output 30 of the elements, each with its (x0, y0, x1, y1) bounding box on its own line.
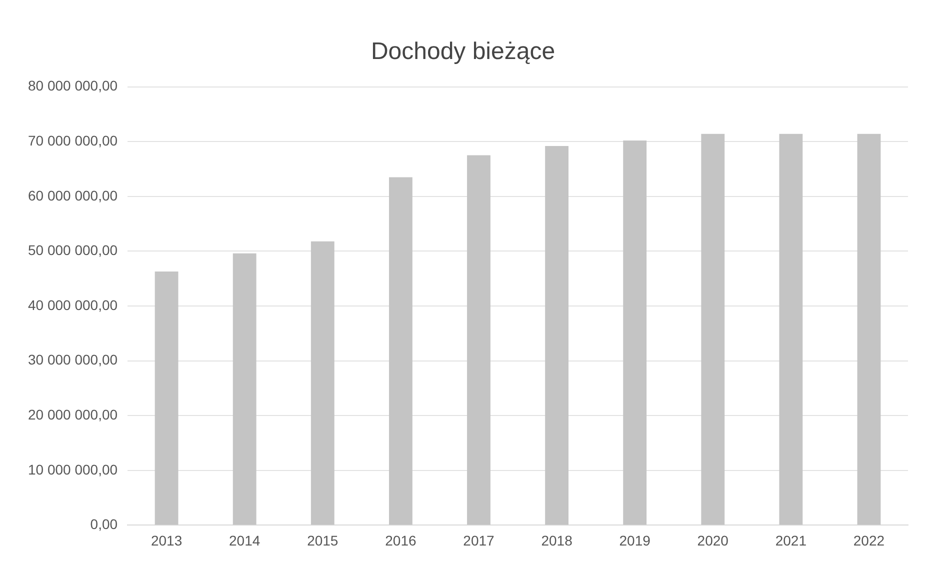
x-tick-label: 2019 (619, 532, 651, 548)
bar (779, 134, 803, 525)
bar (388, 177, 412, 525)
bar (232, 253, 256, 525)
x-tick-label: 2015 (307, 532, 338, 548)
x-tick-label: 2014 (229, 532, 260, 548)
x-tick-label: 2018 (541, 532, 573, 548)
bar (310, 241, 334, 525)
chart-title: Dochody bieżące (370, 38, 556, 66)
bar (545, 146, 568, 525)
y-tick-label: 80 000 000,00 (28, 78, 118, 94)
y-tick-label: 60 000 000,00 (28, 187, 118, 204)
bar (154, 271, 178, 525)
bar (701, 134, 725, 525)
y-tick-label: 0,00 (90, 516, 118, 532)
x-tick-label: 2022 (853, 532, 885, 548)
bar (857, 134, 881, 525)
y-tick-label: 10 000 000,00 (28, 461, 118, 478)
y-tick-label: 40 000 000,00 (28, 296, 118, 313)
y-tick-label: 30 000 000,00 (28, 352, 118, 368)
y-tick-label: 50 000 000,00 (28, 242, 118, 258)
x-tick-label: 2013 (150, 532, 182, 548)
x-tick-label: 2020 (697, 532, 729, 548)
bar (623, 140, 647, 525)
bar (467, 155, 490, 525)
y-tick-label: 70 000 000,00 (28, 132, 118, 148)
y-tick-label: 20 000 000,00 (28, 406, 118, 422)
x-tick-label: 2017 (463, 532, 495, 548)
x-tick-label: 2021 (775, 532, 807, 548)
x-tick-label: 2016 (385, 532, 416, 548)
